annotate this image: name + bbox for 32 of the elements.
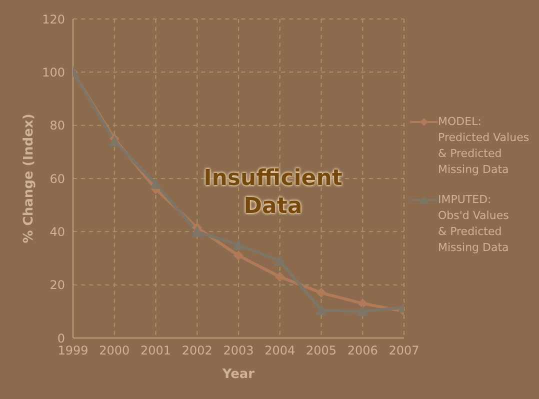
point: [274, 254, 286, 266]
y-tick-label: 20: [50, 278, 65, 292]
legend-label: IMPUTED: Obs'd Values & Predicted Missing Data: [438, 192, 509, 256]
x-tick-label: 2006: [347, 344, 378, 358]
point: [356, 305, 369, 316]
y-axis-title: % Change (Index): [22, 114, 37, 244]
point: [232, 238, 244, 250]
point: [191, 226, 204, 237]
point: [358, 298, 368, 308]
annotation: Insufficient Data: [202, 165, 344, 221]
point: [108, 135, 120, 146]
y-tick-label: 40: [50, 224, 65, 239]
y-tick-label: 120: [42, 12, 65, 26]
x-tick-label: 2003: [223, 344, 254, 358]
y-tick-label: 80: [50, 118, 65, 133]
point: [316, 288, 326, 298]
y-tick-label: 60: [50, 172, 65, 186]
x-tick-label: 2005: [306, 344, 337, 358]
x-tick-label: 2002: [182, 344, 212, 358]
point: [234, 250, 244, 261]
x-tick-label: 2004: [264, 344, 296, 358]
point: [274, 272, 285, 282]
point: [315, 304, 328, 316]
x-axis-title: Year: [221, 367, 256, 382]
x-tick-label: 1999: [58, 344, 88, 358]
y-tick-label: 100: [42, 65, 65, 80]
legend-label: MODEL: Predicted Values & Predicted Missing Data: [438, 114, 530, 178]
x-tick-label: 2007: [388, 344, 420, 358]
y-tick-label: 0: [57, 331, 65, 346]
point: [150, 178, 162, 189]
x-tick-label: 2000: [99, 344, 130, 358]
x-tick-label: 2001: [140, 344, 172, 358]
